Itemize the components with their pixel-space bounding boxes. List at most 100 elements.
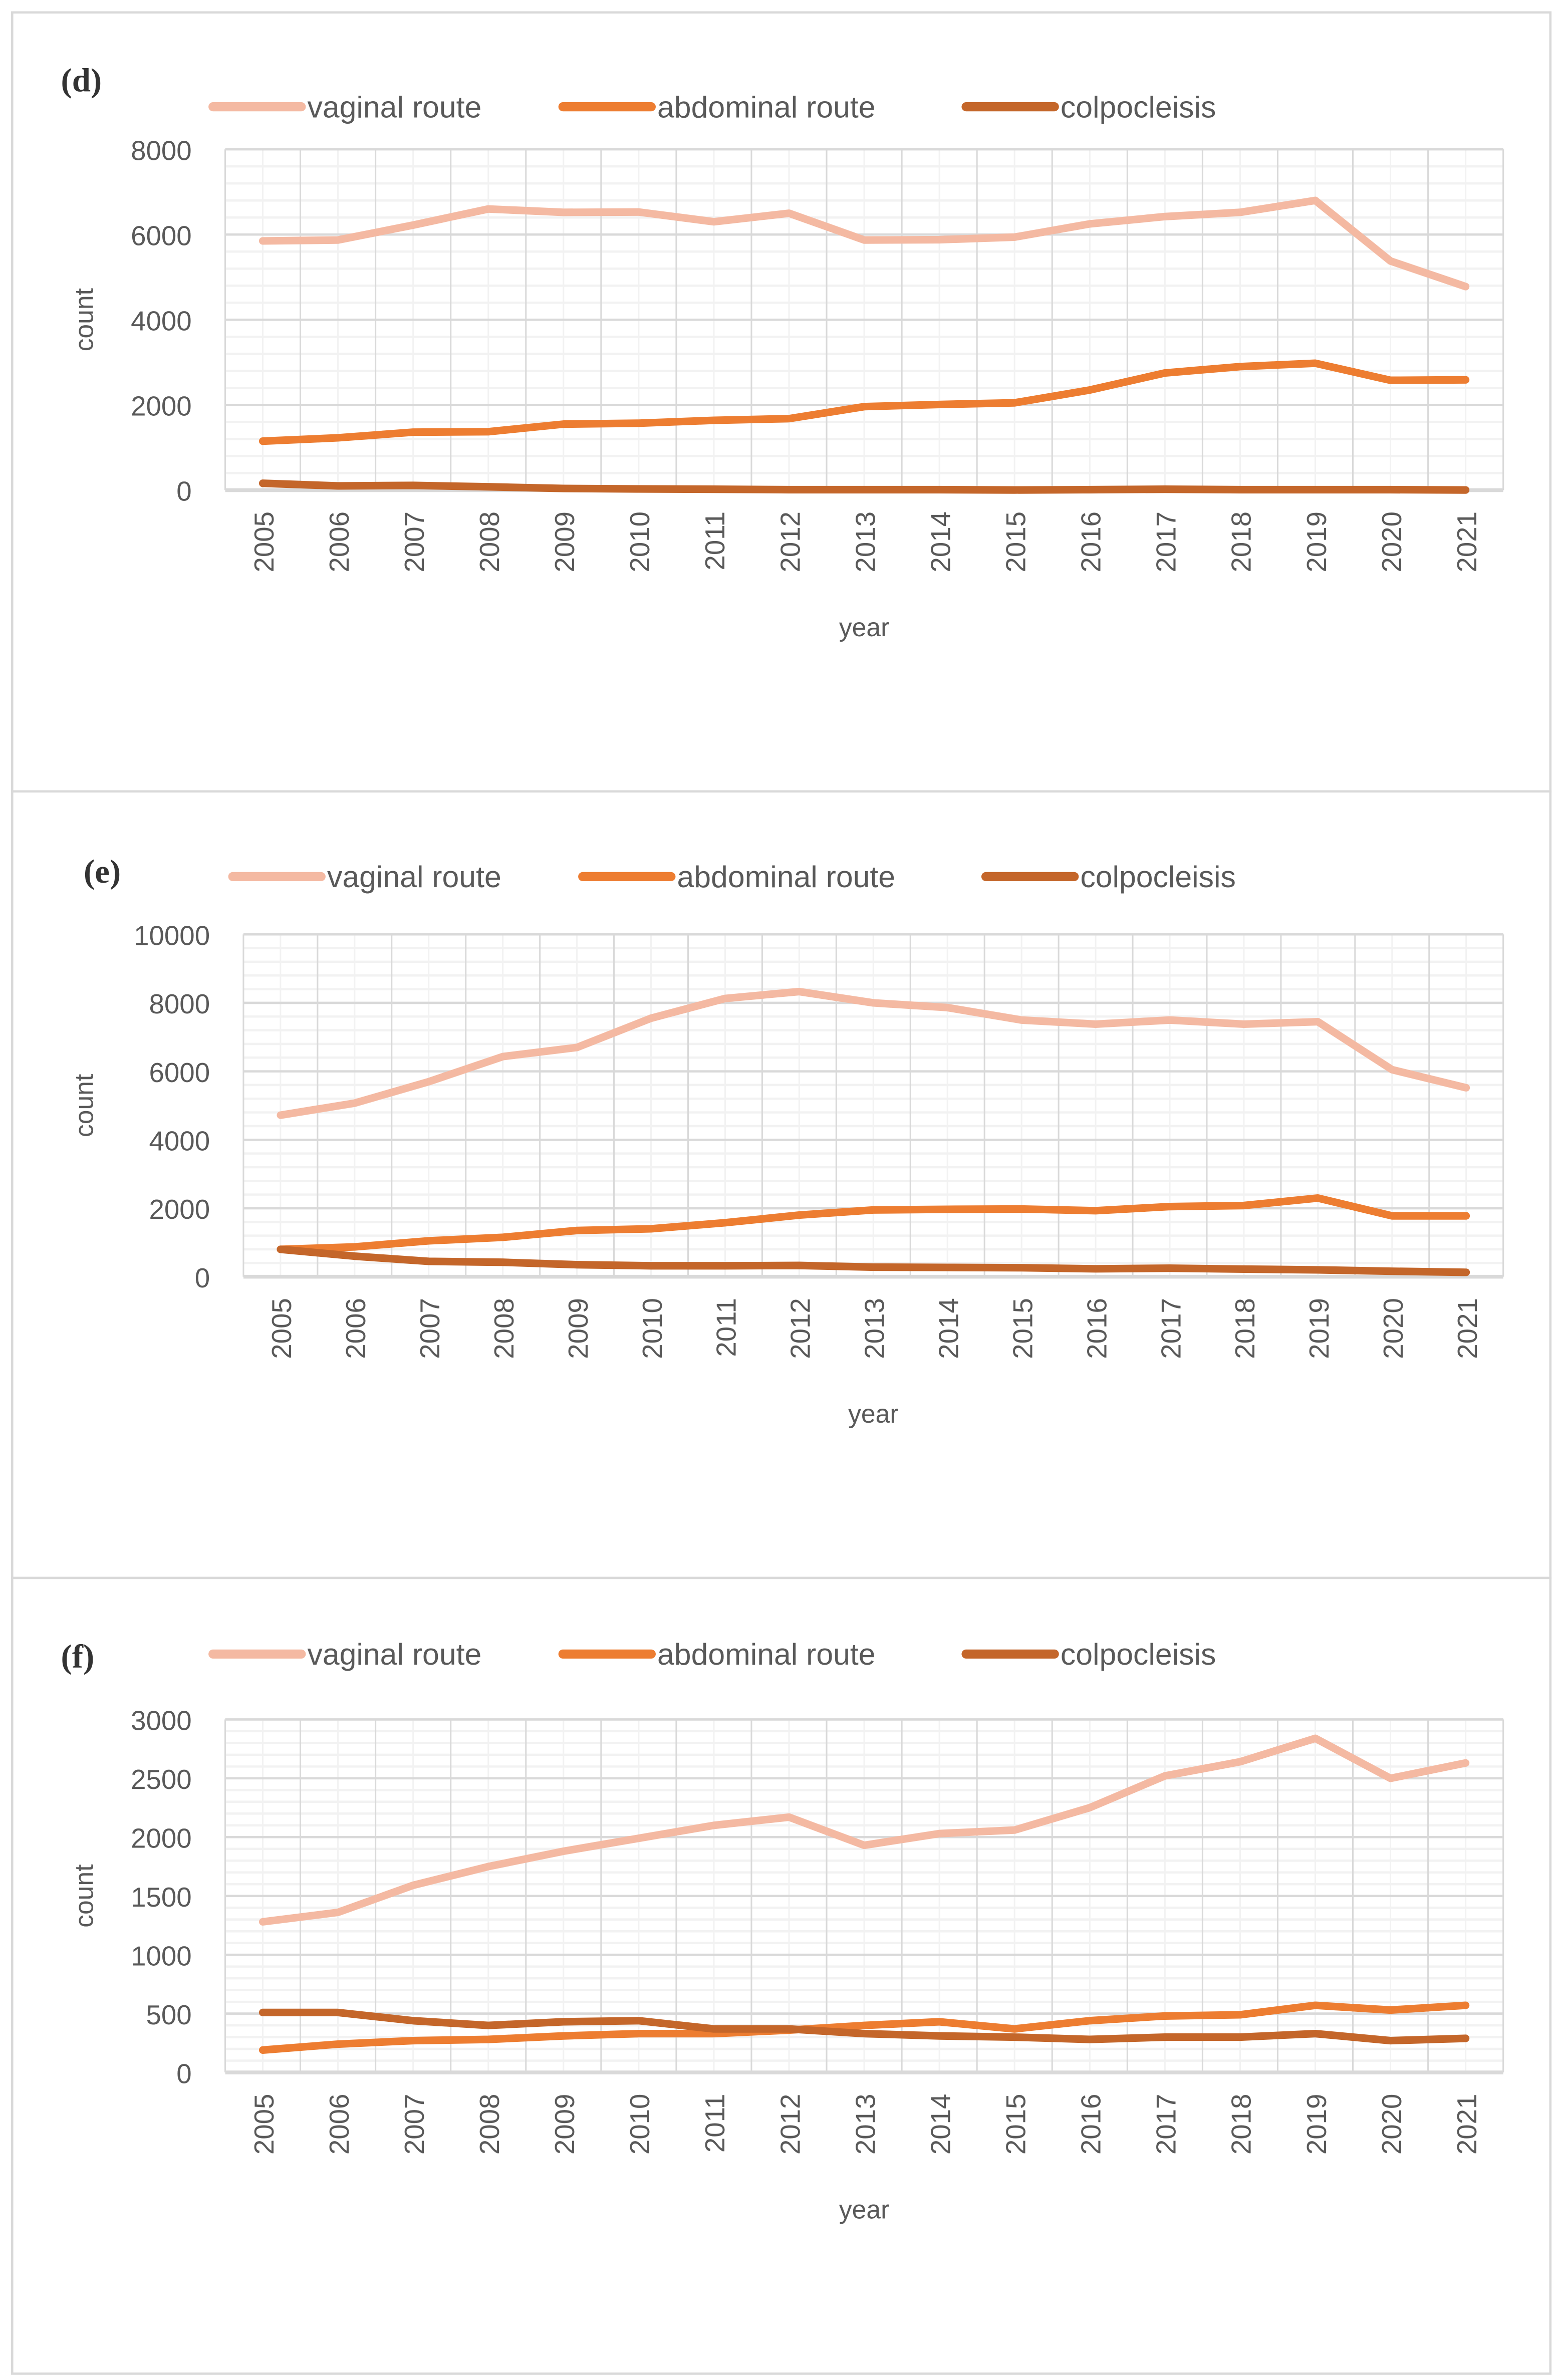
- panel-label: (d): [61, 62, 102, 99]
- x-tick-label: 2016: [1076, 511, 1107, 573]
- y-axis-label: count: [69, 1074, 98, 1137]
- y-axis-label: count: [69, 288, 98, 351]
- y-tick-label: 1500: [131, 1882, 192, 1913]
- data-point-abdominal: [1465, 2005, 1466, 2006]
- data-point-colpocleisis: [1315, 2033, 1316, 2034]
- y-tick-label: 0: [176, 2058, 191, 2089]
- x-tick-label: 2017: [1151, 2094, 1182, 2155]
- y-tick-label: 500: [146, 2000, 191, 2030]
- data-point-vaginal: [947, 1007, 948, 1008]
- y-tick-label: 2500: [131, 1764, 192, 1795]
- x-axis-label: year: [848, 1399, 898, 1428]
- data-point-colpocleisis: [1390, 489, 1391, 490]
- y-tick-label: 6000: [149, 1057, 210, 1088]
- x-tick-label: 2005: [249, 2094, 280, 2155]
- y-tick-label: 0: [195, 1263, 210, 1293]
- x-tick-label: 2015: [1000, 2094, 1031, 2155]
- legend-label-colpocleisis: colpocleisis: [1061, 90, 1216, 124]
- x-tick-label: 2019: [1302, 511, 1332, 573]
- legend-label-vaginal: vaginal route: [307, 90, 481, 124]
- data-point-colpocleisis: [502, 1262, 503, 1263]
- data-point-colpocleisis: [864, 489, 865, 490]
- x-tick-label: 2008: [474, 2094, 505, 2155]
- x-tick-label: 2014: [933, 1298, 964, 1359]
- x-tick-label: 2006: [324, 511, 355, 573]
- data-point-abdominal: [1315, 2005, 1316, 2006]
- x-tick-label: 2019: [1304, 1298, 1335, 1359]
- data-point-abdominal: [502, 1237, 503, 1238]
- x-tick-label: 2020: [1377, 511, 1407, 573]
- data-point-colpocleisis: [563, 488, 564, 489]
- data-point-colpocleisis: [1315, 489, 1316, 490]
- x-tick-label: 2011: [700, 2094, 730, 2153]
- legend-label-colpocleisis: colpocleisis: [1061, 1637, 1216, 1671]
- data-point-vaginal: [502, 1056, 503, 1057]
- x-tick-label: 2017: [1151, 511, 1182, 573]
- panel-label: (f): [61, 1638, 94, 1675]
- x-tick-label: 2006: [324, 2094, 355, 2155]
- x-tick-label: 2011: [711, 1298, 742, 1357]
- y-tick-label: 4000: [131, 306, 192, 337]
- x-tick-label: 2010: [625, 511, 655, 573]
- data-point-colpocleisis: [789, 489, 790, 490]
- x-tick-label: 2006: [341, 1298, 371, 1359]
- x-tick-label: 2008: [474, 511, 505, 573]
- legend-label-abdominal: abdominal route: [657, 90, 876, 124]
- data-point-abdominal: [939, 404, 940, 405]
- legend-label-vaginal: vaginal route: [327, 860, 501, 894]
- x-tick-label: 2016: [1076, 2094, 1107, 2155]
- panel-border: [11, 790, 1552, 1579]
- x-tick-label: 2013: [850, 511, 881, 573]
- legend-label-vaginal: vaginal route: [307, 1637, 481, 1671]
- x-tick-label: 2007: [415, 1298, 445, 1359]
- x-tick-label: 2020: [1377, 2094, 1407, 2155]
- y-tick-label: 2000: [149, 1194, 210, 1225]
- panel-border: [11, 1576, 1552, 2375]
- legend-label-abdominal: abdominal route: [657, 1637, 876, 1671]
- legend-label-abdominal: abdominal route: [677, 860, 896, 894]
- x-tick-label: 2014: [925, 2094, 956, 2155]
- data-point-vaginal: [1315, 200, 1316, 201]
- x-tick-label: 2017: [1156, 1298, 1186, 1359]
- y-tick-label: 1000: [131, 1941, 192, 1971]
- x-tick-label: 2007: [399, 2094, 430, 2155]
- data-point-vaginal: [1390, 1778, 1391, 1779]
- x-axis-label: year: [839, 2195, 889, 2224]
- x-tick-label: 2021: [1452, 2094, 1482, 2155]
- data-point-abdominal: [864, 2025, 865, 2026]
- x-tick-label: 2016: [1082, 1298, 1112, 1359]
- data-point-vaginal: [563, 1851, 564, 1852]
- data-point-colpocleisis: [947, 1267, 948, 1268]
- y-tick-label: 0: [176, 476, 191, 507]
- x-tick-label: 2011: [700, 511, 730, 571]
- x-tick-label: 2018: [1230, 1298, 1260, 1359]
- chart-panel-f: (f) vaginal route abdominal route colpoclei…: [11, 1576, 1552, 2375]
- x-tick-label: 2014: [925, 511, 956, 573]
- x-tick-label: 2018: [1226, 2094, 1257, 2155]
- data-point-vaginal: [939, 1833, 940, 1834]
- chart-panel-e: (e) vaginal route abdominal route colpoclei…: [11, 790, 1552, 1579]
- data-point-abdominal: [789, 418, 790, 419]
- data-point-abdominal: [864, 406, 865, 407]
- x-tick-label: 2015: [1000, 511, 1031, 573]
- data-point-vaginal: [1315, 1738, 1316, 1739]
- x-tick-label: 2010: [625, 2094, 655, 2155]
- x-axis-label: year: [839, 613, 889, 642]
- data-point-colpocleisis: [864, 2033, 865, 2034]
- x-tick-label: 2007: [399, 511, 430, 573]
- data-point-colpocleisis: [1390, 2040, 1391, 2041]
- x-tick-label: 2013: [860, 1298, 890, 1359]
- data-point-colpocleisis: [939, 489, 940, 490]
- y-axis-label: count: [69, 1865, 98, 1928]
- data-point-vaginal: [939, 239, 940, 240]
- y-tick-label: 2000: [131, 391, 192, 422]
- x-tick-label: 2021: [1452, 1298, 1483, 1359]
- data-point-colpocleisis: [428, 1261, 429, 1262]
- data-point-colpocleisis: [799, 1265, 800, 1266]
- x-tick-label: 2009: [550, 511, 580, 573]
- x-tick-label: 2008: [489, 1298, 520, 1359]
- x-tick-label: 2009: [563, 1298, 594, 1359]
- data-point-colpocleisis: [1465, 2038, 1466, 2039]
- x-tick-label: 2013: [850, 2094, 881, 2155]
